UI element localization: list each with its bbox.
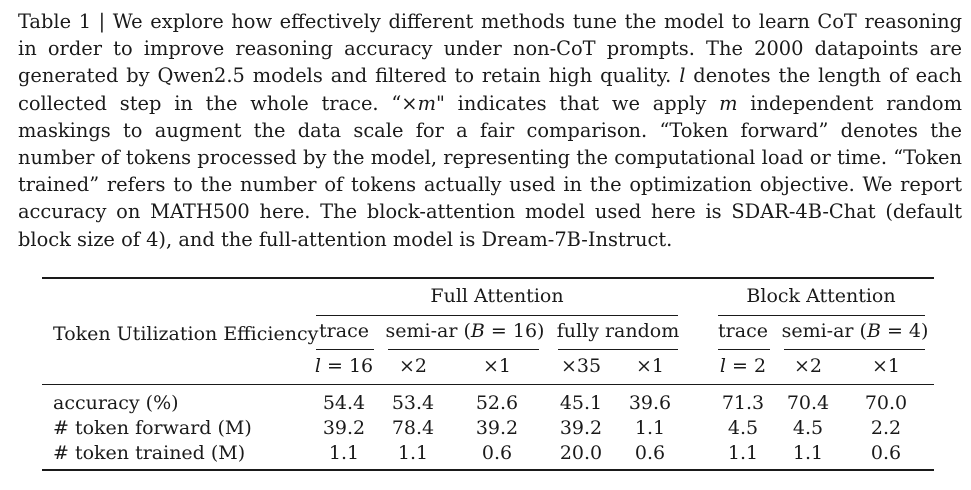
- table-cell: 39.2: [475, 417, 519, 439]
- row-label: # token trained (M): [53, 442, 246, 464]
- table-cell: 78.4: [391, 417, 435, 439]
- table-cell: 70.0: [864, 392, 908, 414]
- col-header-block-trace: trace: [718, 320, 768, 342]
- table-cell: 0.6: [634, 442, 666, 464]
- group-header-full-attention: Full Attention: [430, 285, 564, 307]
- caption-text-4: independent random maskings to augment t…: [18, 91, 962, 251]
- caption-text-3: " indicates that we apply: [435, 91, 720, 115]
- sub-header-block-semiar-x2: ×2: [793, 355, 823, 377]
- row-label: # token forward (M): [53, 417, 252, 439]
- sub-header-full-semiar-x1: ×1: [482, 355, 512, 377]
- row-header-label: Token Utilization Efficiency: [53, 323, 319, 345]
- table-cell: 52.6: [475, 392, 519, 414]
- table-cell: 2.2: [870, 417, 902, 439]
- table-cell: 4.5: [792, 417, 824, 439]
- caption-separator: |: [91, 10, 113, 33]
- sub-header-full-l: l = 16: [314, 355, 374, 377]
- table-caption: Table 1 | We explore how effectively dif…: [18, 8, 962, 253]
- table-cell: 45.1: [559, 392, 603, 414]
- table-cell: 1.1: [328, 442, 360, 464]
- caption-label: Table 1: [18, 10, 92, 33]
- col-header-full-trace: trace: [319, 320, 369, 342]
- table-cell: 70.4: [786, 392, 830, 414]
- sub-header-block-l: l = 2: [719, 355, 767, 377]
- table-cell: 1.1: [397, 442, 429, 464]
- sub-header-random-x1: ×1: [635, 355, 665, 377]
- bottom-rule: [42, 469, 934, 471]
- caption-m-symbol-2: m: [719, 91, 738, 115]
- sub-header-full-semiar-x2: ×2: [398, 355, 428, 377]
- sub-header-random-x35: ×35: [560, 355, 602, 377]
- block-attention-group-rule: [718, 315, 925, 316]
- table-cell: 1.1: [792, 442, 824, 464]
- block-semiar-subrule: [784, 349, 925, 350]
- table-cell: 53.4: [391, 392, 435, 414]
- table-cell: 20.0: [559, 442, 603, 464]
- full-trace-subrule: [316, 349, 374, 350]
- table-cell: 0.6: [481, 442, 513, 464]
- table-cell: 39.6: [628, 392, 672, 414]
- table-cell: 54.4: [322, 392, 366, 414]
- fully-random-subrule: [558, 349, 678, 350]
- top-rule: [42, 277, 934, 279]
- col-header-fully-random: fully random: [556, 320, 680, 342]
- table-cell: 71.3: [721, 392, 765, 414]
- caption-l-symbol: l: [679, 64, 686, 88]
- col-header-full-semiar: semi-ar (B = 16): [385, 320, 545, 342]
- caption-m-symbol: m: [417, 91, 436, 115]
- table-cell: 1.1: [727, 442, 759, 464]
- table-cell: 1.1: [634, 417, 666, 439]
- table-cell: 39.2: [559, 417, 603, 439]
- table-cell: 0.6: [870, 442, 902, 464]
- group-header-block-attention: Block Attention: [746, 285, 896, 307]
- mid-rule: [42, 384, 934, 385]
- caption-text-1: We explore how effectively different met…: [18, 10, 962, 88]
- full-attention-group-rule: [316, 315, 678, 316]
- sub-header-block-semiar-x1: ×1: [871, 355, 901, 377]
- caption-text-2: denotes the length of each collected ste…: [18, 64, 962, 115]
- block-trace-subrule: [718, 349, 770, 350]
- row-label: accuracy (%): [53, 392, 179, 414]
- full-semiar-subrule: [388, 349, 539, 350]
- table-cell: 39.2: [322, 417, 366, 439]
- col-header-block-semiar: semi-ar (B = 4): [781, 320, 929, 342]
- table-cell: 4.5: [727, 417, 759, 439]
